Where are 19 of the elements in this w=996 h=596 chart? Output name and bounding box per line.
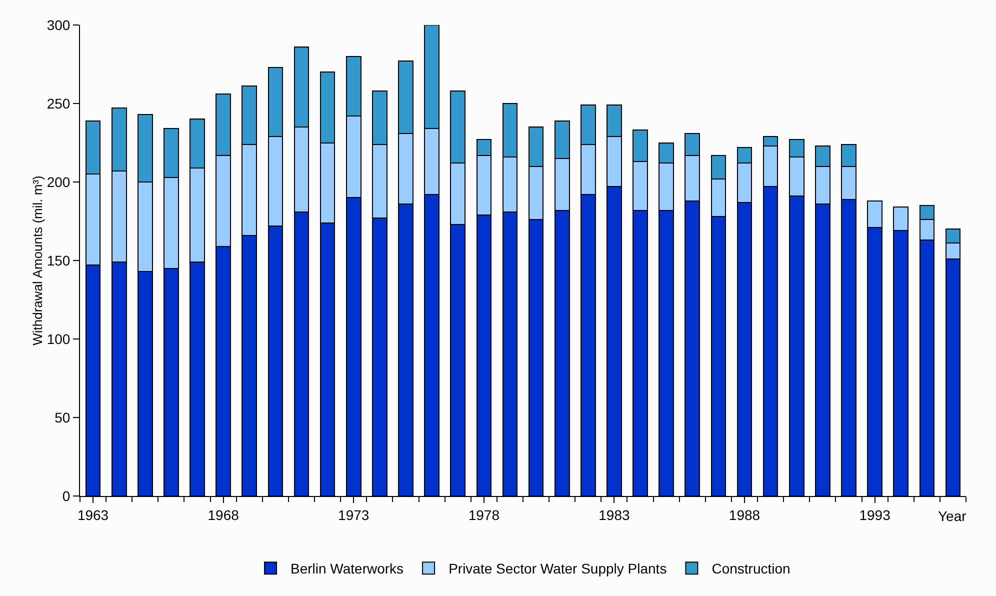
x-tick-label: 1988 [728,506,760,523]
x-axis-title: Year [938,508,967,524]
x-tick-label: 1983 [598,506,630,523]
x-tick-label: 1968 [208,506,240,523]
legend-label: Berlin Waterworks [290,560,404,577]
legend-label: Construction [712,560,790,577]
y-tick-label: 0 [62,488,70,504]
x-tick-label: 1973 [338,506,370,523]
legend-label: Private Sector Water Supply Plants [448,560,667,577]
y-tick-label: 150 [46,252,70,268]
y-tick-label: 300 [46,16,70,33]
x-tick-label: 1978 [468,506,500,523]
x-tick-label: 1963 [77,506,109,523]
y-tick-label: 100 [46,330,70,347]
y-tick-label: 50 [54,409,70,426]
x-tick-label: 1993 [859,506,891,523]
y-tick-label: 200 [46,174,70,190]
y-axis-title: Withdrawal Amounts (mil. m³) [30,176,45,346]
y-tick-label: 250 [46,95,70,112]
